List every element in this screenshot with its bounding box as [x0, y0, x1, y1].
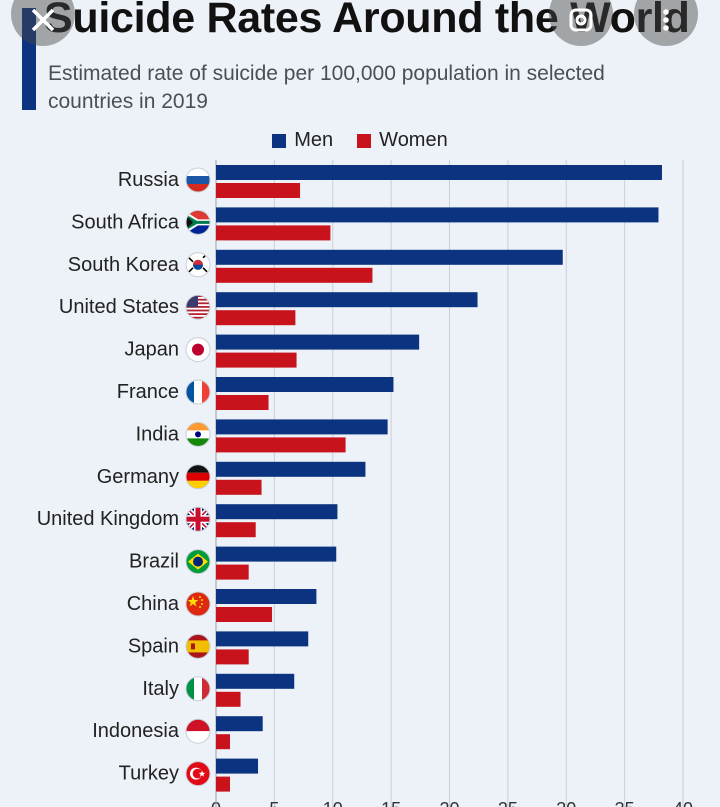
france-flag-icon	[185, 379, 211, 405]
category-label: France	[117, 381, 179, 403]
category-label: China	[127, 593, 180, 615]
bar-men	[216, 292, 478, 308]
bar-women	[216, 691, 241, 707]
brazil-flag-icon	[185, 549, 211, 575]
bar-men	[216, 546, 337, 562]
russia-flag-icon	[185, 167, 211, 193]
chart-subtitle: Estimated rate of suicide per 100,000 po…	[48, 62, 605, 113]
bar-men	[216, 504, 338, 520]
bar-women	[216, 776, 231, 792]
category-label: Turkey	[119, 763, 179, 785]
category-label: Brazil	[129, 551, 179, 573]
bar-men	[216, 461, 366, 477]
south-africa-flag-icon	[185, 209, 211, 235]
bar-women	[216, 522, 256, 538]
legend-swatch-women	[357, 133, 372, 148]
category-label: South Korea	[68, 254, 180, 276]
bar-men	[216, 249, 563, 265]
x-tick-label: 15	[381, 799, 401, 807]
bar-women	[216, 437, 346, 453]
bar-women	[216, 225, 331, 241]
bar-men	[216, 589, 317, 604]
bar-men	[216, 165, 662, 180]
japan-flag-icon	[185, 337, 211, 363]
germany-flag-icon	[185, 464, 211, 490]
x-tick-label: 5	[269, 799, 279, 807]
bar-women	[216, 183, 301, 198]
legend-item-men: Men	[272, 129, 333, 152]
bar-women	[216, 607, 273, 622]
x-tick-label: 30	[556, 799, 576, 807]
indonesia-flag-icon	[185, 718, 211, 744]
bar-men	[216, 377, 394, 392]
bar-women	[216, 267, 373, 283]
bar-men	[216, 207, 659, 223]
chart-legend: Men Women	[0, 129, 720, 152]
category-label: South Africa	[71, 211, 180, 233]
usa-flag-icon	[185, 294, 211, 320]
x-tick-label: 25	[498, 799, 518, 807]
spain-flag-icon	[185, 633, 211, 659]
bar-women	[216, 649, 249, 665]
italy-flag-icon	[185, 676, 211, 702]
category-label: United States	[59, 296, 179, 318]
legend-swatch-men	[272, 133, 287, 148]
category-label: Japan	[125, 339, 180, 361]
uk-flag-icon	[185, 506, 211, 532]
bar-men	[216, 716, 263, 732]
bar-women	[216, 734, 231, 750]
legend-item-women: Women	[357, 129, 448, 152]
category-label: United Kingdom	[37, 508, 179, 530]
bar-men	[216, 631, 309, 647]
bar-women	[216, 395, 269, 410]
close-icon	[31, 8, 55, 32]
x-tick-label: 20	[439, 799, 459, 807]
legend-label-men: Men	[294, 129, 334, 151]
category-label: Indonesia	[92, 720, 180, 742]
category-label: Russia	[118, 169, 180, 191]
category-label: Spain	[128, 635, 179, 657]
chart-title: Suicide Rates Around the World	[44, 0, 690, 42]
x-tick-label: 40	[673, 799, 693, 807]
bar-men	[216, 758, 259, 774]
more-icon	[663, 9, 669, 31]
china-flag-icon	[185, 591, 211, 617]
bar-women	[216, 564, 249, 580]
bar-men	[216, 419, 388, 435]
bar-women	[216, 352, 297, 368]
bar-women	[216, 310, 296, 326]
category-label: Italy	[142, 678, 179, 700]
lens-icon	[569, 8, 593, 32]
bar-men	[216, 334, 420, 350]
bar-women	[216, 479, 262, 495]
x-tick-label: 35	[615, 799, 635, 807]
bar-men	[216, 673, 295, 689]
india-flag-icon	[185, 421, 211, 447]
south-korea-flag-icon	[185, 252, 211, 278]
title-accent-bar	[22, 8, 36, 110]
category-label: India	[136, 423, 180, 445]
legend-label-women: Women	[379, 129, 448, 151]
category-label: Germany	[97, 466, 179, 488]
turkey-flag-icon	[185, 761, 211, 787]
x-tick-label: 10	[323, 799, 343, 807]
